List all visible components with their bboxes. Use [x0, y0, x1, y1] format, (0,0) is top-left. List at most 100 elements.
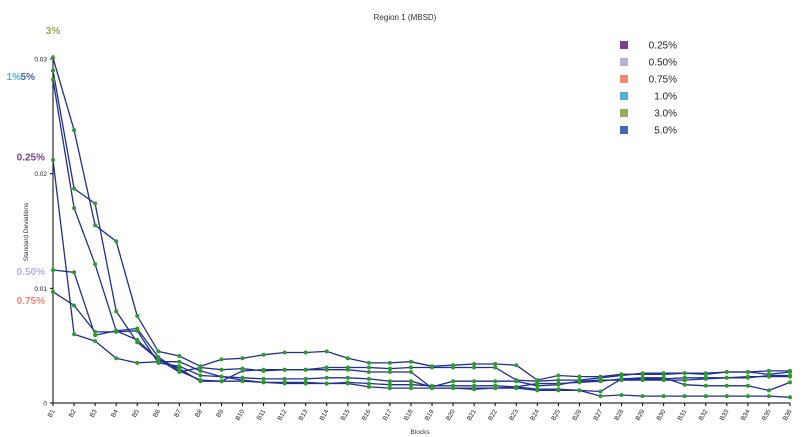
x-tick-label: B2 [68, 408, 78, 419]
data-point [156, 349, 161, 354]
data-point [261, 380, 266, 385]
x-tick-label: B8 [194, 408, 204, 419]
x-tick-label: B6 [152, 408, 162, 419]
data-point [114, 239, 119, 244]
data-point [198, 373, 203, 378]
data-point [135, 328, 140, 333]
data-point [198, 379, 203, 384]
data-point [261, 352, 266, 357]
data-point [703, 383, 708, 388]
data-point [409, 370, 413, 374]
data-point [703, 394, 708, 399]
data-point [261, 376, 266, 381]
x-tick-label: B33 [719, 408, 731, 422]
data-point [535, 388, 540, 393]
data-point [745, 370, 750, 374]
data-point [451, 383, 456, 388]
data-point [156, 360, 161, 365]
data-point [51, 157, 55, 162]
data-point [135, 313, 140, 318]
chart-title: Region 1 (MBSD) [374, 13, 437, 22]
data-point [51, 268, 55, 272]
legend-label: 0.75% [649, 75, 677, 86]
data-point [72, 303, 77, 308]
data-point [240, 368, 245, 373]
x-tick-label: B29 [634, 408, 646, 422]
data-point [93, 339, 98, 344]
data-point [661, 394, 666, 399]
x-tick-label: B31 [677, 408, 689, 422]
series-annotation: 0.25% [17, 152, 45, 163]
y-tick-label: 0.01 [34, 286, 47, 293]
x-tick-label: B36 [782, 408, 794, 422]
x-tick-label: B22 [487, 408, 499, 422]
data-point [366, 360, 371, 365]
series-annotation: 1% [7, 72, 22, 83]
data-point [114, 329, 119, 334]
data-point [703, 375, 708, 380]
data-point [72, 270, 77, 275]
x-tick-label: B10 [234, 408, 246, 422]
data-point [324, 375, 329, 380]
x-tick-label: B11 [256, 408, 268, 421]
data-point [303, 381, 308, 386]
data-point [640, 371, 645, 376]
data-point [177, 354, 182, 358]
x-tick-label: B23 [508, 408, 520, 422]
series-annotation: 5% [21, 72, 36, 83]
data-point [556, 381, 561, 386]
data-point [745, 383, 750, 388]
data-point [219, 374, 224, 379]
series-annotation: 3% [46, 26, 61, 37]
x-tick-label: B19 [424, 408, 436, 422]
series-annotation: 0.50% [17, 267, 45, 278]
data-point [682, 382, 687, 387]
data-point [387, 379, 392, 384]
legend-label: 0.25% [649, 41, 677, 52]
data-point [240, 356, 245, 361]
data-point [409, 359, 413, 364]
legend-label: 3.0% [654, 109, 677, 120]
x-tick-label: B13 [298, 408, 310, 422]
legend-swatch [620, 41, 628, 49]
data-point [219, 357, 224, 362]
data-point [472, 383, 477, 388]
data-point [177, 364, 182, 369]
data-point [535, 381, 540, 386]
legend-swatch [620, 109, 628, 117]
data-point [303, 376, 308, 381]
x-tick-label: B3 [89, 408, 99, 419]
data-point [240, 378, 245, 383]
data-point [514, 363, 519, 368]
data-point [366, 365, 371, 370]
data-point [324, 349, 329, 354]
data-point [409, 365, 413, 370]
x-tick-label: B30 [656, 408, 668, 422]
data-point [451, 379, 456, 384]
x-tick-label: B32 [698, 408, 710, 422]
data-point [451, 365, 456, 370]
series-group [51, 55, 792, 400]
legend-label: 5.0% [654, 126, 677, 137]
data-point [766, 374, 771, 379]
data-point [788, 370, 792, 374]
data-point [282, 381, 287, 386]
data-point [703, 371, 708, 376]
data-point [766, 394, 771, 399]
data-point [556, 378, 561, 383]
data-point [788, 374, 792, 379]
data-point [682, 371, 687, 376]
data-point [640, 394, 645, 399]
data-point [493, 365, 498, 370]
data-point [788, 395, 792, 400]
data-point [766, 388, 771, 393]
data-point [619, 393, 624, 397]
data-point [366, 381, 371, 386]
data-point [745, 374, 750, 379]
data-point [387, 382, 392, 387]
data-point [51, 77, 55, 82]
data-point [682, 394, 687, 399]
data-point [493, 379, 498, 384]
legend-swatch [620, 126, 628, 134]
data-point [472, 362, 477, 366]
